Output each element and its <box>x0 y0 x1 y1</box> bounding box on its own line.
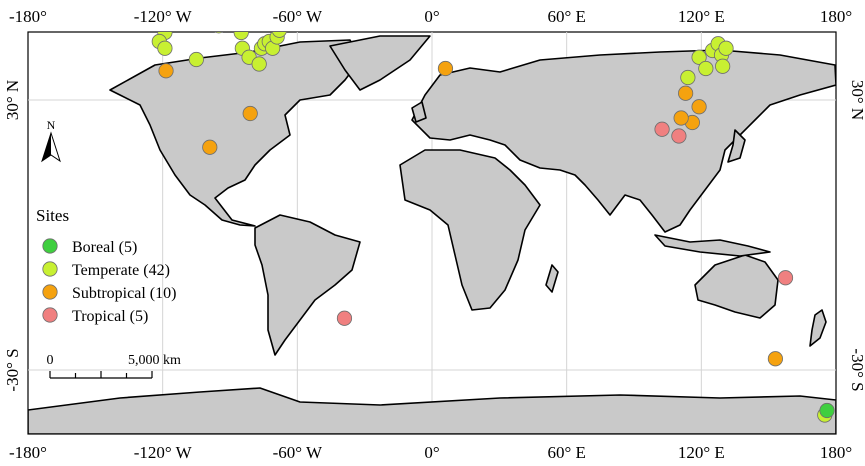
scale-end-label: 5,000 km <box>128 353 181 368</box>
new-zealand <box>809 309 827 347</box>
legend-swatch-temperate <box>42 261 58 277</box>
south-america <box>254 214 361 356</box>
scale-bar: 0 5,000 km <box>47 353 181 379</box>
site-marker-temperate[interactable] <box>157 40 173 56</box>
site-marker-temperate[interactable] <box>691 49 707 65</box>
site-marker-temperate[interactable] <box>718 40 734 56</box>
eurasia <box>411 49 836 233</box>
scale-zero-label: 0 <box>47 353 54 368</box>
north-america <box>109 39 361 227</box>
site-marker-subtropical[interactable] <box>158 63 174 79</box>
legend-swatch-subtropical <box>42 284 58 300</box>
right-lat-label-1: -30° S <box>848 348 865 391</box>
bottom-lon-label-0: -180° <box>9 443 47 462</box>
top-lon-label-3: 0° <box>424 7 439 26</box>
site-marker-subtropical[interactable] <box>678 85 694 101</box>
australia <box>694 254 779 319</box>
legend-title: Sites <box>36 206 69 225</box>
legend: Sites Boreal (5) Temperate (42) Subtropica… <box>36 206 176 325</box>
top-lon-label-6: 180° <box>820 7 852 26</box>
madagascar <box>545 264 559 293</box>
left-lat-label-0: 30° N <box>3 80 22 120</box>
bottom-lon-label-2: -60° W <box>273 443 323 462</box>
top-lon-label-0: -180° <box>9 7 47 26</box>
site-marker-temperate[interactable] <box>453 0 467 10</box>
north-arrow-shade <box>42 133 51 161</box>
site-marker-tropical[interactable] <box>671 128 687 144</box>
site-marker-subtropical[interactable] <box>437 60 454 77</box>
british-isles <box>411 101 427 123</box>
legend-swatch-boreal <box>42 238 58 254</box>
bottom-lon-label-4: 60° E <box>547 443 585 462</box>
site-marker-tropical[interactable] <box>336 310 353 326</box>
legend-label-tropical: Tropical (5) <box>72 308 148 325</box>
top-lon-label-1: -120° W <box>134 7 193 26</box>
left-lat-label-1: -30° S <box>3 348 22 391</box>
site-marker-temperate[interactable] <box>715 58 731 74</box>
site-marker-temperate[interactable] <box>271 23 287 38</box>
site-marker-temperate[interactable] <box>438 0 452 8</box>
bottom-lon-label-6: 180° <box>820 443 852 462</box>
legend-label-temperate: Temperate (42) <box>72 262 170 279</box>
legend-swatch-tropical <box>42 307 58 323</box>
site-marker-tropical[interactable] <box>777 270 794 286</box>
left-latitude-labels: 30° N -30° S <box>3 80 22 392</box>
site-marker-temperate[interactable] <box>449 12 463 26</box>
landmasses <box>28 35 836 434</box>
right-latitude-labels: 30° N -30° S <box>848 80 865 392</box>
site-marker-subtropical[interactable] <box>767 351 784 367</box>
site-marker-temperate[interactable] <box>251 56 267 72</box>
site-markers <box>151 0 835 423</box>
bottom-lon-label-5: 120° E <box>678 443 725 462</box>
site-marker-subtropical[interactable] <box>202 139 218 155</box>
top-lon-label-4: 60° E <box>547 7 585 26</box>
scale-bar-line <box>49 371 153 379</box>
top-lon-label-5: 120° E <box>678 7 725 26</box>
site-marker-temperate[interactable] <box>188 51 204 68</box>
site-marker-subtropical[interactable] <box>242 105 258 122</box>
antarctica <box>28 387 836 434</box>
site-marker-temperate[interactable] <box>680 69 696 86</box>
site-marker-temperate[interactable] <box>233 25 249 41</box>
site-marker-boreal[interactable] <box>819 402 835 419</box>
site-marker-subtropical[interactable] <box>673 110 689 126</box>
bottom-lon-label-3: 0° <box>424 443 439 462</box>
legend-label-boreal: Boreal (5) <box>72 239 137 256</box>
top-lon-label-2: -60° W <box>273 7 323 26</box>
japan <box>727 129 746 163</box>
bottom-lon-label-1: -120° W <box>134 443 193 462</box>
site-marker-temperate[interactable] <box>212 19 226 34</box>
legend-label-subtropical: Subtropical (10) <box>72 285 176 302</box>
site-marker-tropical[interactable] <box>654 121 670 137</box>
top-longitude-labels: -180° -120° W -60° W 0° 60° E 120° E 180° <box>9 7 852 26</box>
site-marker-temperate[interactable] <box>443 10 457 24</box>
greenland <box>329 35 431 91</box>
bottom-longitude-labels: -180° -120° W -60° W 0° 60° E 120° E 180° <box>9 443 852 462</box>
site-marker-subtropical[interactable] <box>691 99 707 115</box>
right-lat-label-0: 30° N <box>848 80 865 120</box>
site-marker-temperate[interactable] <box>698 60 714 77</box>
africa <box>399 149 541 311</box>
site-marker-temperate[interactable] <box>461 3 475 17</box>
north-arrow: N <box>41 118 61 163</box>
indonesia <box>654 234 771 257</box>
north-arrow-label: N <box>47 118 56 132</box>
